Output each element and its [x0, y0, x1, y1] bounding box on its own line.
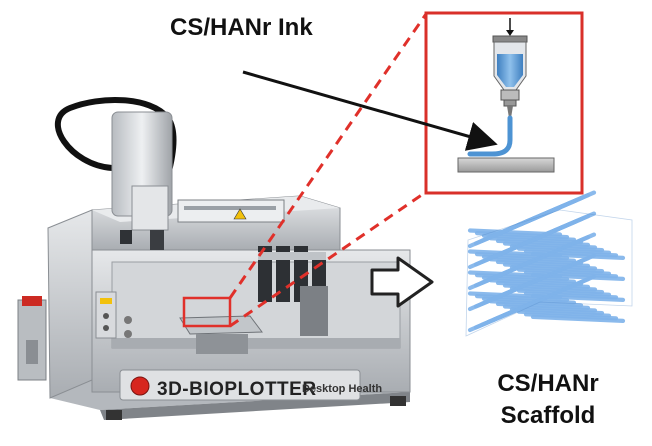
scaffold-filament — [495, 259, 591, 268]
zoom-line-top — [228, 13, 428, 299]
zoom-callout — [228, 11, 584, 328]
scaffold-filament — [481, 254, 577, 263]
machine-subbrand-text: Desktop Health — [302, 383, 383, 395]
scaffold-filament — [530, 314, 626, 323]
ink-strand — [467, 115, 513, 157]
ink-pointer-arrow — [242, 70, 498, 151]
scaffold-filament — [509, 307, 605, 316]
scaffold-filament — [474, 252, 570, 261]
scaffold-filament — [516, 288, 612, 297]
scaffold-filament — [481, 275, 577, 284]
scaffold-filament — [509, 265, 605, 274]
scaffold-filament — [509, 244, 605, 253]
nozzle-highlight-box — [182, 296, 232, 328]
work-chamber — [111, 261, 401, 349]
scaffold-filament — [495, 301, 591, 310]
print-plate — [457, 157, 555, 173]
left-side-panel — [47, 209, 93, 399]
scaffold-filament — [481, 233, 577, 242]
warning-icon — [233, 208, 247, 220]
scaffold-filament — [523, 291, 619, 300]
scaffold-label: CS/HANr Scaffold — [478, 368, 618, 432]
scaffold-filament — [502, 241, 598, 250]
scaffold-filament — [530, 293, 626, 302]
lattice-scaffold-icon — [465, 190, 633, 337]
scaffold-filament — [502, 262, 598, 271]
scaffold-filament — [488, 236, 584, 245]
scaffold-filament — [523, 312, 619, 321]
emergency-stop-icon — [130, 376, 150, 396]
scaffold-filament — [488, 299, 584, 308]
scaffold-filament — [523, 249, 619, 258]
scaffold-filament — [530, 251, 626, 260]
brand-plate — [119, 369, 361, 401]
scaffold-filament — [530, 272, 626, 281]
scaffold-filament — [495, 280, 591, 289]
syringe-icon — [492, 18, 528, 118]
scaffold-filament — [495, 238, 591, 247]
scaffold-filament — [521, 190, 597, 225]
scaffold-label-line2: Scaffold — [500, 402, 596, 429]
scaffold-filament — [523, 270, 619, 279]
scaffold-filament — [474, 273, 570, 282]
outline-right-arrow-icon — [370, 256, 434, 308]
scaffold-filament — [502, 304, 598, 313]
scaffold-label-line1: CS/HANr — [497, 370, 599, 397]
scaffold-outline — [465, 209, 633, 337]
scaffold-filament — [474, 294, 570, 303]
ink-label: CS/HANr Ink — [170, 14, 313, 41]
scaffold-filament — [467, 228, 563, 237]
scaffold-filament — [516, 267, 612, 276]
scaffold-filament — [481, 296, 577, 305]
scaffold-filament — [509, 286, 605, 295]
cable — [55, 97, 177, 176]
scaffold-filament — [488, 278, 584, 287]
zoom-line-bottom — [229, 190, 427, 328]
scaffold-filament — [502, 283, 598, 292]
scaffold-filament — [488, 257, 584, 266]
scaffold-filament — [516, 246, 612, 255]
scaffold-filament — [516, 309, 612, 318]
bioprinter-machine — [17, 97, 411, 420]
scaffold-filament — [474, 231, 570, 240]
gantry-rail — [177, 199, 285, 223]
machine-brand-text: 3D-BIOPLOTTER — [157, 379, 317, 400]
